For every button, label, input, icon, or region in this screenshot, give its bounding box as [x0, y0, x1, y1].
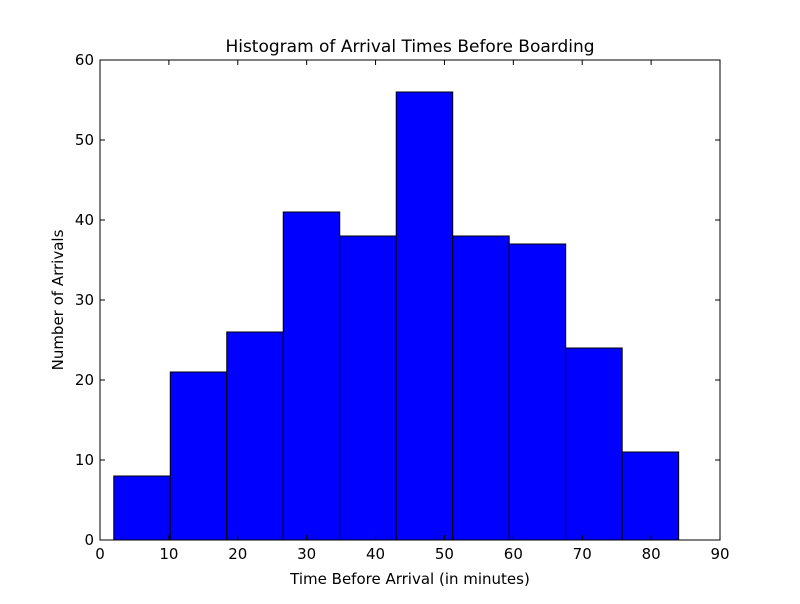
histogram-bar	[339, 235, 397, 541]
y-tick-label: 30	[75, 291, 94, 309]
histogram-bar	[282, 211, 341, 541]
histogram-bar	[226, 331, 284, 541]
histogram-bar	[395, 91, 454, 541]
x-tick-label: 40	[366, 545, 385, 563]
x-axis-label: Time Before Arrival (in minutes)	[289, 570, 530, 588]
x-tick-label: 50	[435, 545, 454, 563]
y-tick-label: 20	[75, 371, 94, 389]
histogram-bar	[169, 371, 228, 541]
histogram-bar	[621, 451, 680, 541]
y-tick-label: 60	[75, 51, 94, 69]
x-tick-label: 20	[228, 545, 247, 563]
x-tick-label: 80	[642, 545, 661, 563]
x-tick-label: 70	[573, 545, 592, 563]
x-tick-label: 90	[710, 545, 729, 563]
x-tick-label: 30	[297, 545, 316, 563]
chart-title: Histogram of Arrival Times Before Boardi…	[225, 37, 594, 57]
y-axis-label: Number of Arrivals	[49, 229, 67, 370]
x-tick-label: 10	[159, 545, 178, 563]
y-tick-label: 0	[84, 531, 94, 549]
y-tick-label: 40	[75, 211, 94, 229]
histogram-bar	[113, 475, 171, 541]
histogram-bar	[565, 347, 623, 541]
ticks-layer: 0 10 20 30 40 50 60 70 80 90 0 10 20 30 40 50 60	[75, 51, 730, 563]
x-tick-label: 60	[504, 545, 523, 563]
y-tick-label: 50	[75, 131, 94, 149]
y-tick-label: 10	[75, 451, 94, 469]
histogram-bar	[508, 243, 567, 541]
x-tick-label: 0	[95, 545, 105, 563]
histogram-bar	[452, 235, 510, 541]
bars-layer	[113, 91, 680, 541]
